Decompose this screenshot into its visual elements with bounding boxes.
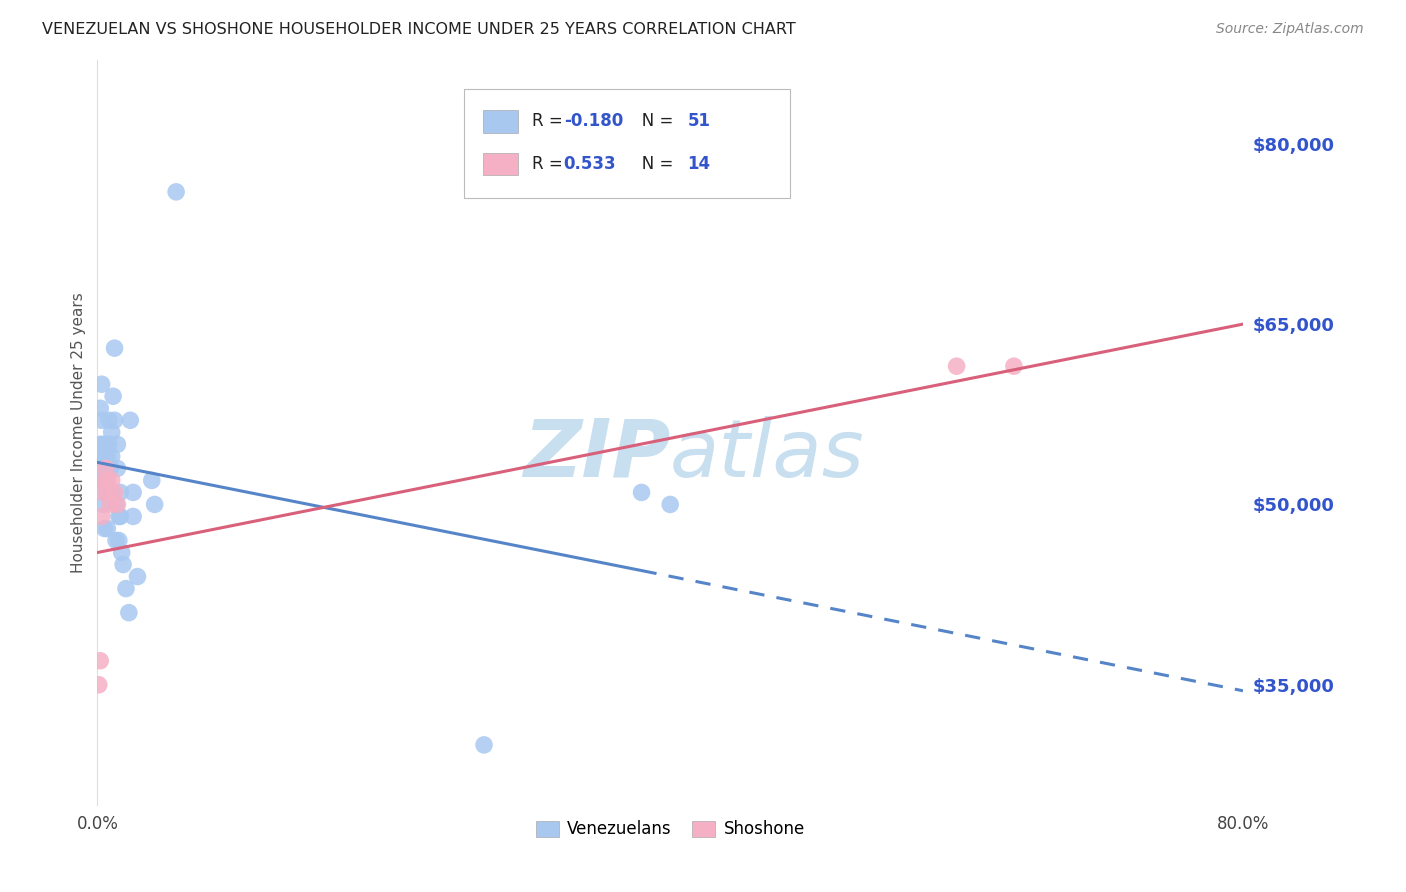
Bar (484, 153, 517, 175)
Point (122, 509, 145, 524)
Point (93, 474, 115, 488)
Point (93, 521, 115, 535)
Y-axis label: Householder Income Under 25 years: Householder Income Under 25 years (72, 292, 86, 573)
Point (94, 437, 117, 451)
Point (141, 474, 163, 488)
Text: 51: 51 (688, 112, 710, 130)
Point (93, 474, 115, 488)
Point (100, 450, 122, 464)
Point (98, 461, 121, 475)
Point (165, 185, 187, 199)
Point (112, 558, 135, 572)
Point (94, 461, 117, 475)
Point (93, 450, 115, 464)
Text: atlas: atlas (671, 416, 865, 493)
Point (1002, 359, 1025, 374)
Text: 0.533: 0.533 (564, 155, 616, 173)
Point (103, 413, 125, 427)
Point (90, 450, 112, 464)
Point (96, 521, 118, 535)
Point (98, 485, 121, 500)
Point (87, 678, 110, 692)
Point (89, 654, 111, 668)
Point (105, 437, 128, 451)
Point (110, 485, 132, 500)
Point (143, 498, 166, 512)
Point (97, 413, 120, 427)
Text: VENEZUELAN VS SHOSHONE HOUSEHOLDER INCOME UNDER 25 YEARS CORRELATION CHART: VENEZUELAN VS SHOSHONE HOUSEHOLDER INCOM… (42, 22, 796, 37)
Point (110, 509, 132, 524)
Point (96, 450, 118, 464)
Point (100, 474, 122, 488)
Point (105, 498, 128, 512)
Text: N =: N = (626, 155, 678, 173)
Point (91, 437, 114, 451)
Point (89, 401, 111, 416)
Point (96, 485, 118, 500)
Point (104, 533, 127, 548)
Text: ZIP: ZIP (523, 416, 671, 493)
Point (100, 485, 122, 500)
Point (100, 425, 122, 440)
Point (90, 413, 112, 427)
Point (98, 498, 121, 512)
Point (104, 498, 127, 512)
Point (122, 485, 145, 500)
Point (101, 389, 124, 403)
Point (120, 413, 142, 427)
FancyBboxPatch shape (464, 89, 790, 197)
Point (103, 485, 125, 500)
Point (90, 377, 112, 392)
Point (90, 509, 112, 524)
Point (96, 474, 118, 488)
Text: N =: N = (626, 112, 678, 130)
Point (94, 461, 117, 475)
Point (945, 359, 967, 374)
Point (111, 545, 134, 559)
Text: Source: ZipAtlas.com: Source: ZipAtlas.com (1216, 22, 1364, 37)
Point (87, 461, 110, 475)
Bar (484, 111, 517, 133)
Point (97, 437, 120, 451)
Text: R =: R = (531, 155, 572, 173)
Legend: Venezuelans, Shoshone: Venezuelans, Shoshone (529, 814, 811, 845)
Point (115, 582, 138, 596)
Text: 14: 14 (688, 155, 710, 173)
Point (659, 498, 682, 512)
Point (630, 485, 652, 500)
Point (89, 437, 111, 451)
Point (105, 461, 128, 475)
Point (90, 474, 112, 488)
Point (91, 474, 114, 488)
Point (94, 485, 117, 500)
Point (472, 738, 495, 752)
Text: R =: R = (531, 112, 568, 130)
Point (91, 498, 114, 512)
Point (91, 485, 114, 500)
Point (97, 485, 120, 500)
Point (108, 509, 131, 524)
Point (127, 569, 149, 583)
Text: -0.180: -0.180 (564, 112, 623, 130)
Point (103, 341, 125, 355)
Point (108, 533, 131, 548)
Point (118, 606, 141, 620)
